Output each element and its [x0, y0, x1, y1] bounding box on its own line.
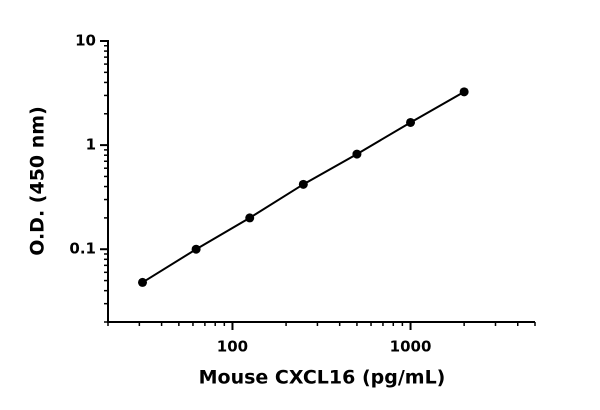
x-tick-label: 100	[217, 338, 248, 356]
y-tick-label: 0.1	[69, 240, 96, 258]
y-axis-title: O.D. (450 nm)	[27, 106, 49, 256]
x-axis-title: Mouse CXCL16 (pg/mL)	[199, 367, 446, 389]
data-point	[298, 179, 308, 189]
data-point	[245, 213, 255, 223]
x-tick-label: 1000	[390, 338, 432, 356]
data-point	[191, 244, 201, 254]
y-tick-label: 1	[86, 136, 96, 154]
data-point	[406, 117, 416, 127]
data-point	[352, 149, 362, 159]
data-point	[138, 277, 148, 287]
y-tick-label: 10	[75, 32, 96, 50]
data-point	[459, 87, 469, 97]
